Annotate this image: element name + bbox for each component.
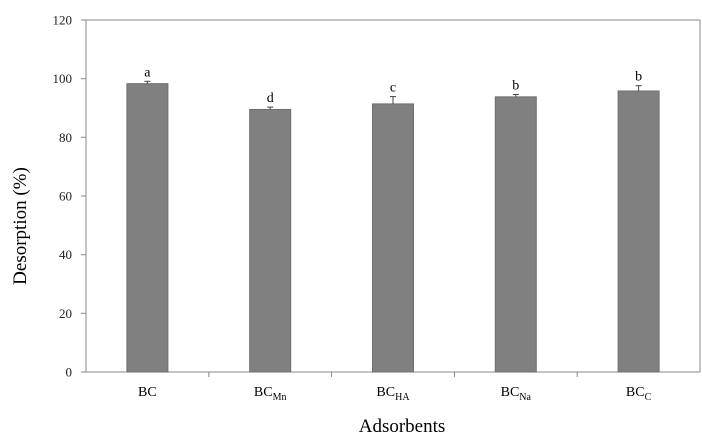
- significance-label: b: [635, 70, 642, 85]
- x-category-label: BCNa: [501, 385, 532, 403]
- x-category-label: BCHA: [376, 385, 410, 403]
- bar: [494, 96, 537, 373]
- bar: [372, 103, 414, 373]
- y-axis-ticks: 0 20 40 60 80 100 120: [53, 13, 86, 380]
- bar: [617, 90, 660, 373]
- y-tick-label: 20: [59, 306, 72, 321]
- significance-label: b: [512, 79, 519, 94]
- bar: [249, 108, 292, 373]
- x-category-label: BCMn: [254, 385, 287, 403]
- significance-label: d: [267, 91, 274, 106]
- significance-label: a: [144, 65, 151, 80]
- bars: [126, 83, 660, 373]
- y-tick-label: 0: [66, 365, 73, 380]
- significance-label: c: [390, 81, 396, 96]
- y-axis-title: Desorption (%): [10, 167, 31, 285]
- y-tick-label: 120: [53, 13, 73, 28]
- y-tick-label: 40: [59, 247, 72, 262]
- y-tick-label: 60: [59, 189, 72, 204]
- y-tick-label: 80: [59, 130, 72, 145]
- x-category-label: BC: [138, 385, 157, 400]
- x-axis-category-labels: BC BCMn BCHA BCNa BCC: [138, 372, 652, 403]
- bar: [126, 83, 169, 373]
- x-category-label: BCC: [626, 385, 652, 403]
- y-tick-label: 100: [53, 71, 73, 86]
- error-bars: [144, 80, 642, 110]
- x-axis-title: Adsorbents: [359, 416, 446, 434]
- significance-labels: a d c b b: [144, 65, 642, 106]
